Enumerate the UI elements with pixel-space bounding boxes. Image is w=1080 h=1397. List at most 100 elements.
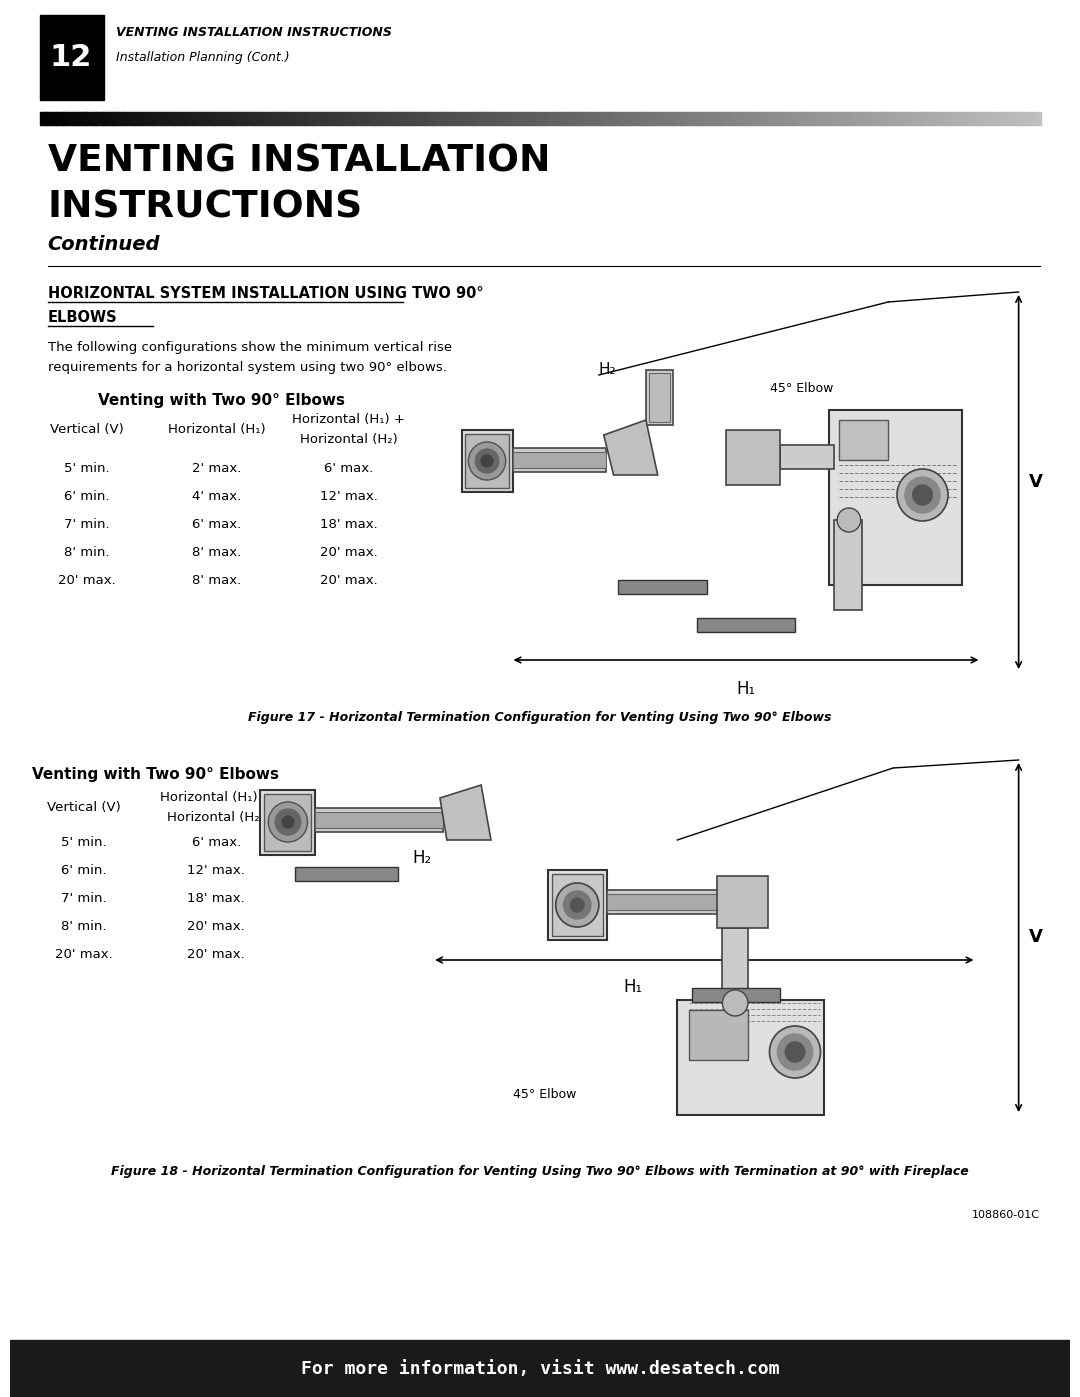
Text: The following configurations show the minimum vertical rise: The following configurations show the mi… [48,341,451,355]
Bar [570,112,573,124]
Bar [823,112,827,124]
Bar [561,112,564,124]
Bar [874,112,877,124]
Bar [513,453,606,468]
Bar [976,112,981,124]
Bar [883,112,888,124]
Bar [957,112,960,124]
Text: For more information, visit www.desatech.com: For more information, visit www.desatech… [300,1361,780,1377]
Bar [260,789,315,855]
Bar [11,1340,1069,1397]
Bar [693,112,698,124]
Bar [737,112,741,124]
Bar [981,112,984,124]
Bar [110,112,113,124]
Bar [1013,112,1017,124]
Bar [43,112,46,124]
Bar [280,112,284,124]
Bar [751,112,754,124]
Bar [173,112,177,124]
Bar [393,112,397,124]
Bar [550,112,554,124]
Text: ELBOWS: ELBOWS [48,310,118,324]
Text: 12' max.: 12' max. [320,489,378,503]
Bar [260,112,264,124]
Text: 20' max.: 20' max. [320,545,378,559]
Bar [670,112,674,124]
Bar [507,112,511,124]
Bar [716,876,768,928]
Bar [970,112,974,124]
Bar [647,112,650,124]
Bar [436,112,441,124]
Bar [487,112,490,124]
Text: 18' max.: 18' max. [320,517,378,531]
Bar [994,112,997,124]
Bar [96,112,100,124]
Bar [383,112,387,124]
Bar [273,112,278,124]
Bar [847,112,851,124]
Circle shape [837,509,861,532]
Text: Horizontal (H₁) +: Horizontal (H₁) + [293,414,405,426]
Bar [637,112,640,124]
Text: VENTING INSTALLATION: VENTING INSTALLATION [48,144,550,180]
Bar [460,112,463,124]
Bar [461,430,513,492]
Bar [363,112,367,124]
Bar [807,112,811,124]
Bar [40,15,104,101]
Bar [893,112,897,124]
Bar [340,112,343,124]
Bar [573,112,577,124]
Bar [724,112,727,124]
Bar [706,112,711,124]
Bar [370,112,374,124]
Bar [46,112,51,124]
Bar [604,112,607,124]
Bar [650,112,653,124]
Bar [864,112,867,124]
Bar [831,112,834,124]
Bar [580,112,584,124]
Bar [770,112,774,124]
Bar [414,112,417,124]
Circle shape [275,809,300,835]
Bar [387,112,391,124]
Text: 108860-01C: 108860-01C [972,1210,1040,1220]
Bar [59,112,64,124]
Bar [697,112,701,124]
Bar [930,112,934,124]
Bar [315,812,443,828]
Bar [677,112,680,124]
Bar [689,1010,748,1060]
Bar [743,112,747,124]
Bar [107,112,110,124]
Bar [896,112,901,124]
Bar [534,112,537,124]
Bar [829,409,961,585]
Text: 20' max.: 20' max. [188,921,245,933]
Bar [730,112,734,124]
Bar [500,112,503,124]
Text: 6' max.: 6' max. [324,461,374,475]
Bar [856,112,861,124]
Bar [454,112,457,124]
Circle shape [282,816,294,828]
Bar [153,112,157,124]
Bar [990,112,994,124]
Bar [56,112,60,124]
Bar [334,112,337,124]
Bar [510,112,514,124]
Bar [457,112,460,124]
Bar [630,112,634,124]
Bar [315,807,443,833]
Bar [607,894,719,909]
Bar [200,112,204,124]
Bar [813,112,818,124]
Text: 20' max.: 20' max. [320,574,378,587]
Circle shape [770,1025,821,1078]
Bar [147,112,150,124]
Bar [564,112,567,124]
Text: 6' max.: 6' max. [192,837,241,849]
